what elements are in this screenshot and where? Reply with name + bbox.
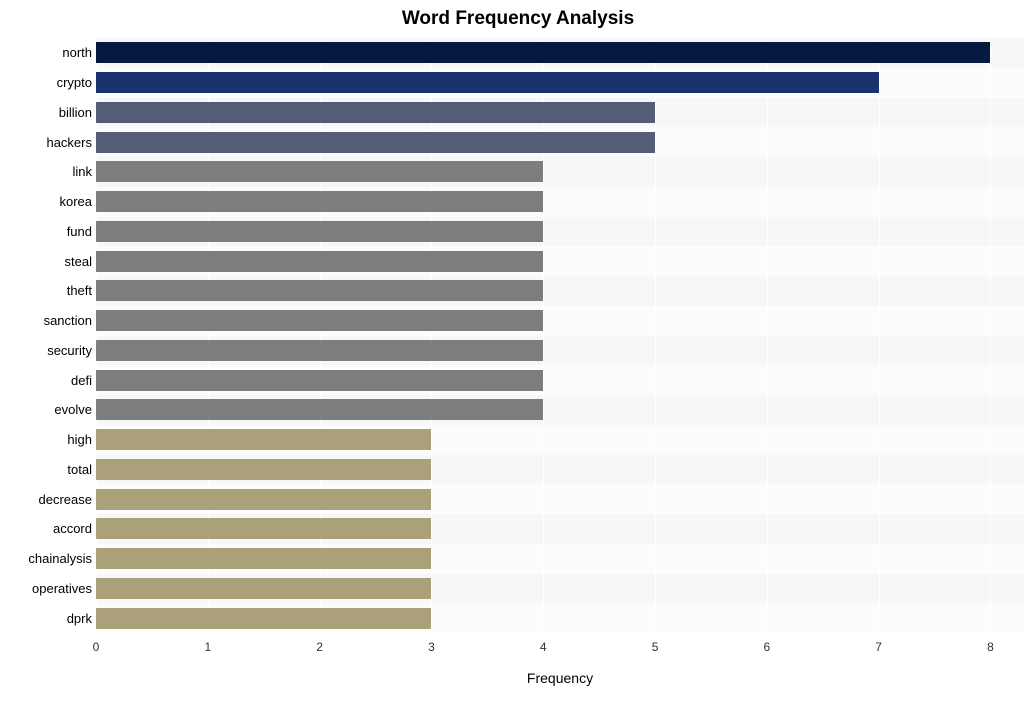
plot-area xyxy=(96,38,1024,633)
bar xyxy=(96,161,543,182)
bar xyxy=(96,251,543,272)
x-tick-label: 2 xyxy=(316,640,323,654)
bar xyxy=(96,548,431,569)
y-tick-label: crypto xyxy=(57,75,92,90)
x-axis-title: Frequency xyxy=(96,670,1024,686)
grid-line xyxy=(879,38,880,633)
y-tick-label: accord xyxy=(53,521,92,536)
x-tick-label: 4 xyxy=(540,640,547,654)
bar xyxy=(96,132,655,153)
y-tick-label: dprk xyxy=(67,611,92,626)
x-tick-label: 6 xyxy=(763,640,770,654)
y-tick-label: operatives xyxy=(32,581,92,596)
bar xyxy=(96,399,543,420)
chart-container: Word Frequency Analysis north crypto billi… xyxy=(0,0,1036,701)
y-tick-label: decrease xyxy=(39,492,92,507)
grid-line xyxy=(320,38,321,633)
x-tick-label: 7 xyxy=(875,640,882,654)
y-tick-label: billion xyxy=(59,105,92,120)
y-tick-label: theft xyxy=(67,283,92,298)
chart-title: Word Frequency Analysis xyxy=(0,8,1036,30)
x-tick-label: 0 xyxy=(93,640,100,654)
y-tick-label: total xyxy=(67,462,92,477)
grid-line xyxy=(431,38,432,633)
bar xyxy=(96,221,543,242)
grid-line xyxy=(208,38,209,633)
bar xyxy=(96,489,431,510)
y-tick-label: north xyxy=(62,45,92,60)
bar xyxy=(96,340,543,361)
x-tick-label: 8 xyxy=(987,640,994,654)
bar xyxy=(96,429,431,450)
grid-line xyxy=(767,38,768,633)
grid-line xyxy=(990,38,991,633)
y-tick-label: defi xyxy=(71,373,92,388)
x-tick-label: 5 xyxy=(652,640,659,654)
y-tick-label: korea xyxy=(59,194,92,209)
bar xyxy=(96,280,543,301)
y-tick-label: sanction xyxy=(44,313,92,328)
bar xyxy=(96,459,431,480)
bar xyxy=(96,518,431,539)
grid-line xyxy=(543,38,544,633)
y-tick-label: high xyxy=(67,432,92,447)
bar xyxy=(96,370,543,391)
y-tick-label: evolve xyxy=(54,402,92,417)
y-tick-label: fund xyxy=(67,224,92,239)
x-tick-label: 1 xyxy=(204,640,211,654)
bar xyxy=(96,608,431,629)
y-tick-label: hackers xyxy=(46,135,92,150)
bar xyxy=(96,42,990,63)
bar xyxy=(96,72,879,93)
x-tick-label: 3 xyxy=(428,640,435,654)
bar xyxy=(96,102,655,123)
y-tick-label: link xyxy=(72,164,92,179)
bar xyxy=(96,578,431,599)
y-tick-label: security xyxy=(47,343,92,358)
grid-line xyxy=(96,38,97,633)
bar xyxy=(96,191,543,212)
grid-line xyxy=(655,38,656,633)
y-tick-label: steal xyxy=(65,254,92,269)
bar xyxy=(96,310,543,331)
y-tick-label: chainalysis xyxy=(28,551,92,566)
